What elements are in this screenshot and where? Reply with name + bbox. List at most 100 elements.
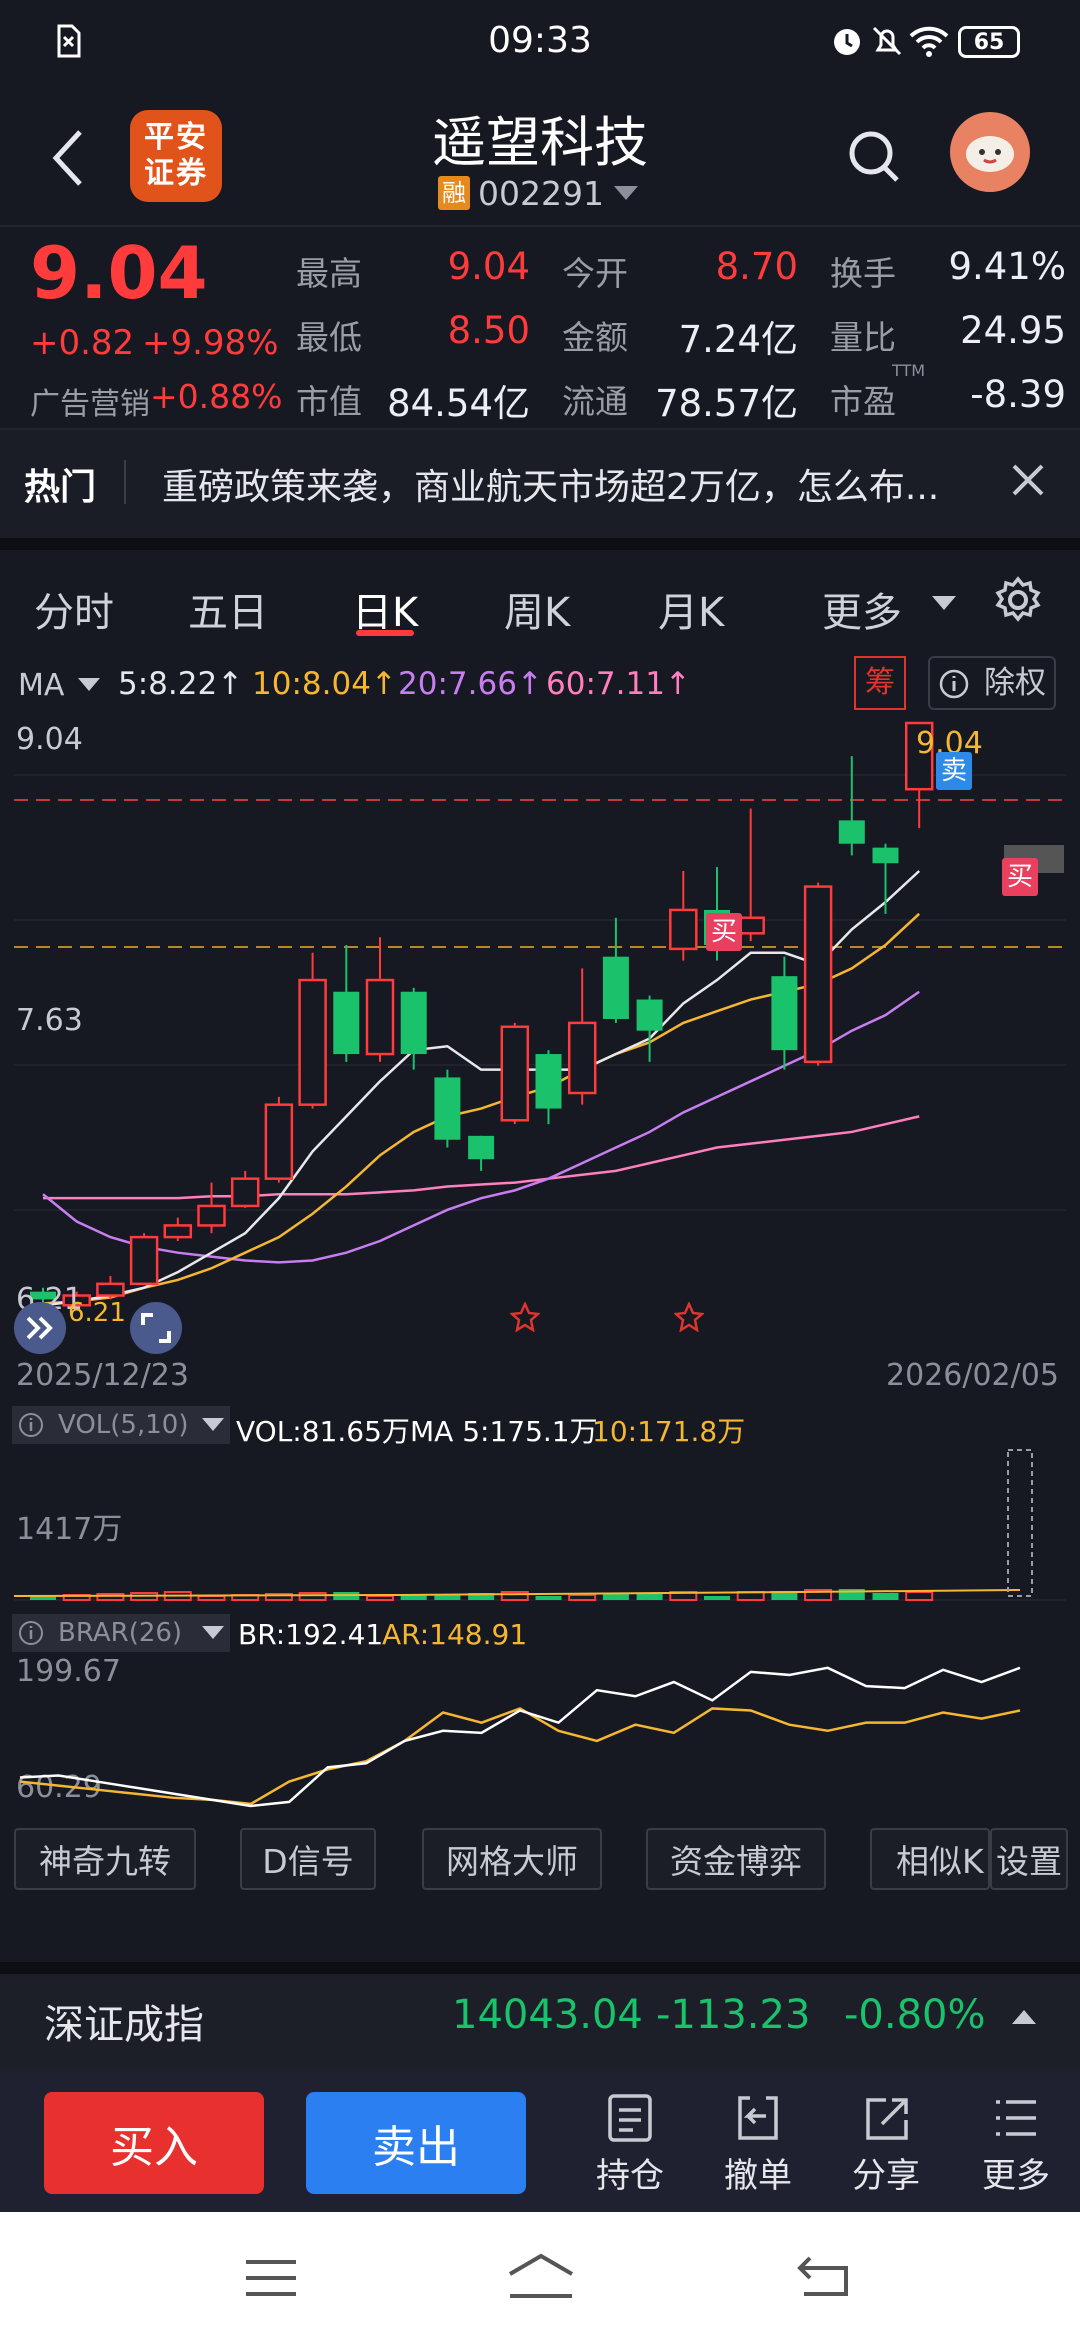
candle-body [264,1103,294,1180]
back-icon[interactable] [48,128,88,188]
kline-chart[interactable] [0,715,1080,1375]
candle-body [298,978,327,1106]
buy-button[interactable]: 买入 [44,2092,264,2194]
volume-chart[interactable] [0,1440,1080,1610]
tool-fund-game[interactable]: 资金博弈 [646,1828,826,1890]
battery-level: 65 [973,29,1005,55]
star-marker-icon-2 [674,1302,704,1332]
ma-dropdown-icon[interactable] [78,678,100,692]
tab-yuek[interactable]: 月K [658,590,725,636]
index-expand-icon[interactable] [1012,2010,1036,2026]
stock-name: 遥望科技 [432,111,648,174]
vol-value: VOL:81.65万 [236,1415,410,1448]
date-start: 2025/12/23 [16,1358,189,1393]
more-dropdown-icon[interactable] [932,596,956,612]
brar-dropdown-icon[interactable] [202,1626,224,1640]
home-icon[interactable] [506,2252,576,2300]
chuquan-button[interactable]: 除权 [928,656,1056,710]
candle-body [129,1235,159,1286]
search-icon[interactable] [846,128,902,188]
tab-rik[interactable]: 日K [352,590,419,636]
share-button[interactable]: 分享 [844,2092,928,2197]
settings-gear-icon[interactable] [994,576,1042,624]
buy-signal-badge-2[interactable]: 买 [1002,858,1038,896]
vol-bar [434,1594,461,1600]
sector-label[interactable]: 广告营销 [30,387,150,422]
vol-bar [535,1596,562,1600]
tab-wuri[interactable]: 五日 [188,590,268,636]
quote-label: 市盈 [830,382,896,421]
index-ticker[interactable]: 深证成指 14043.04 -113.23 -0.80% [0,1962,1080,2070]
candle-body [163,1224,193,1239]
ma60-value: 60:7.11↑ [546,666,691,702]
vol-bar [96,1593,125,1601]
candle-body [872,847,899,864]
avatar[interactable] [950,112,1030,192]
index-pct: -0.80% [844,1992,986,2038]
tool-grid-master[interactable]: 网格大师 [422,1828,602,1890]
candle-body [365,978,395,1056]
quote-label: 流通 [562,382,628,421]
close-icon[interactable] [1008,460,1048,500]
cancel-order-icon [738,2096,778,2140]
stock-header: 平安证券 遥望科技 融 002291 [0,90,1080,225]
info-icon-vol [19,1413,43,1437]
candle-body [468,1135,495,1160]
hot-news-text[interactable]: 重磅政策来袭，商业航天市场超2万亿，怎么布... [162,467,940,508]
tool-shenqi-jiuzhuan[interactable]: 神奇九转 [14,1828,196,1890]
low-price-label: 6.21 [68,1298,126,1328]
cancel-order-button[interactable]: 撤单 [716,2092,800,2197]
fullscreen-icon [141,1313,171,1343]
vol-bar [838,1589,865,1600]
tool-d-signal[interactable]: D信号 [240,1828,376,1890]
tab-zhouk[interactable]: 周K [504,590,571,636]
candle-body [838,820,865,844]
ma-label[interactable]: MA [18,668,65,703]
vol-bar [602,1594,629,1600]
sell-signal-badge[interactable]: 卖 [936,752,972,790]
hold-button[interactable]: 持仓 [588,2092,672,2197]
more-button[interactable]: 更多 [974,2092,1058,2197]
candle-body [904,721,934,791]
fullscreen-button[interactable] [130,1302,182,1354]
sell-button[interactable]: 卖出 [306,2092,526,2194]
tab-more[interactable]: 更多 [822,590,902,636]
hot-news-bar[interactable]: 热门 重磅政策来袭，商业航天市场超2万亿，怎么布... [0,430,1080,538]
hold-icon [608,2094,652,2142]
brar-chart[interactable] [0,1650,1080,1820]
vol-bar [872,1593,899,1600]
vol-bar [197,1595,226,1601]
vol-dropdown-icon[interactable] [202,1418,224,1432]
candle-body [400,991,427,1055]
code-dropdown-icon[interactable] [614,186,638,202]
expand-left-button[interactable] [14,1302,66,1354]
candle-body [30,1291,56,1300]
menu-icon[interactable] [244,2258,298,2298]
tool-settings[interactable]: 设置 [990,1828,1068,1890]
quote-value: 24.95 [960,309,1066,352]
quote-label: 最高 [296,254,362,293]
tool-similar-k[interactable]: 相似K [870,1828,990,1890]
y-label-top: 9.04 [16,722,83,757]
brar-indicator-label[interactable]: BRAR(26) [12,1614,230,1652]
quote-label: 今开 [562,254,628,293]
status-bar: 09:33 65 [0,0,1080,90]
quote-label: 换手 [830,254,896,293]
quote-value: 8.50 [447,309,530,352]
chip-button[interactable]: 筹 [854,656,906,710]
share-label: 分享 [852,2156,920,2196]
buy-signal-badge[interactable]: 买 [706,913,742,951]
br-value: BR:192.41 [238,1618,384,1651]
vol-bar [298,1592,327,1601]
info-icon [939,669,969,699]
ar-value: AR:148.91 [382,1618,528,1651]
vol-ma-line [13,1589,1021,1597]
back-nav-icon[interactable] [796,2254,854,2298]
tab-fenshi[interactable]: 分时 [34,590,114,636]
current-price: 9.04 [30,231,208,315]
price-change-pct: +9.98% [142,323,279,363]
vol-axis-label: 1417万 [16,1512,123,1547]
vol-indicator-label[interactable]: VOL(5,10) [12,1406,230,1444]
quote-value: 7.24亿 [678,318,798,361]
share-icon [866,2098,908,2140]
